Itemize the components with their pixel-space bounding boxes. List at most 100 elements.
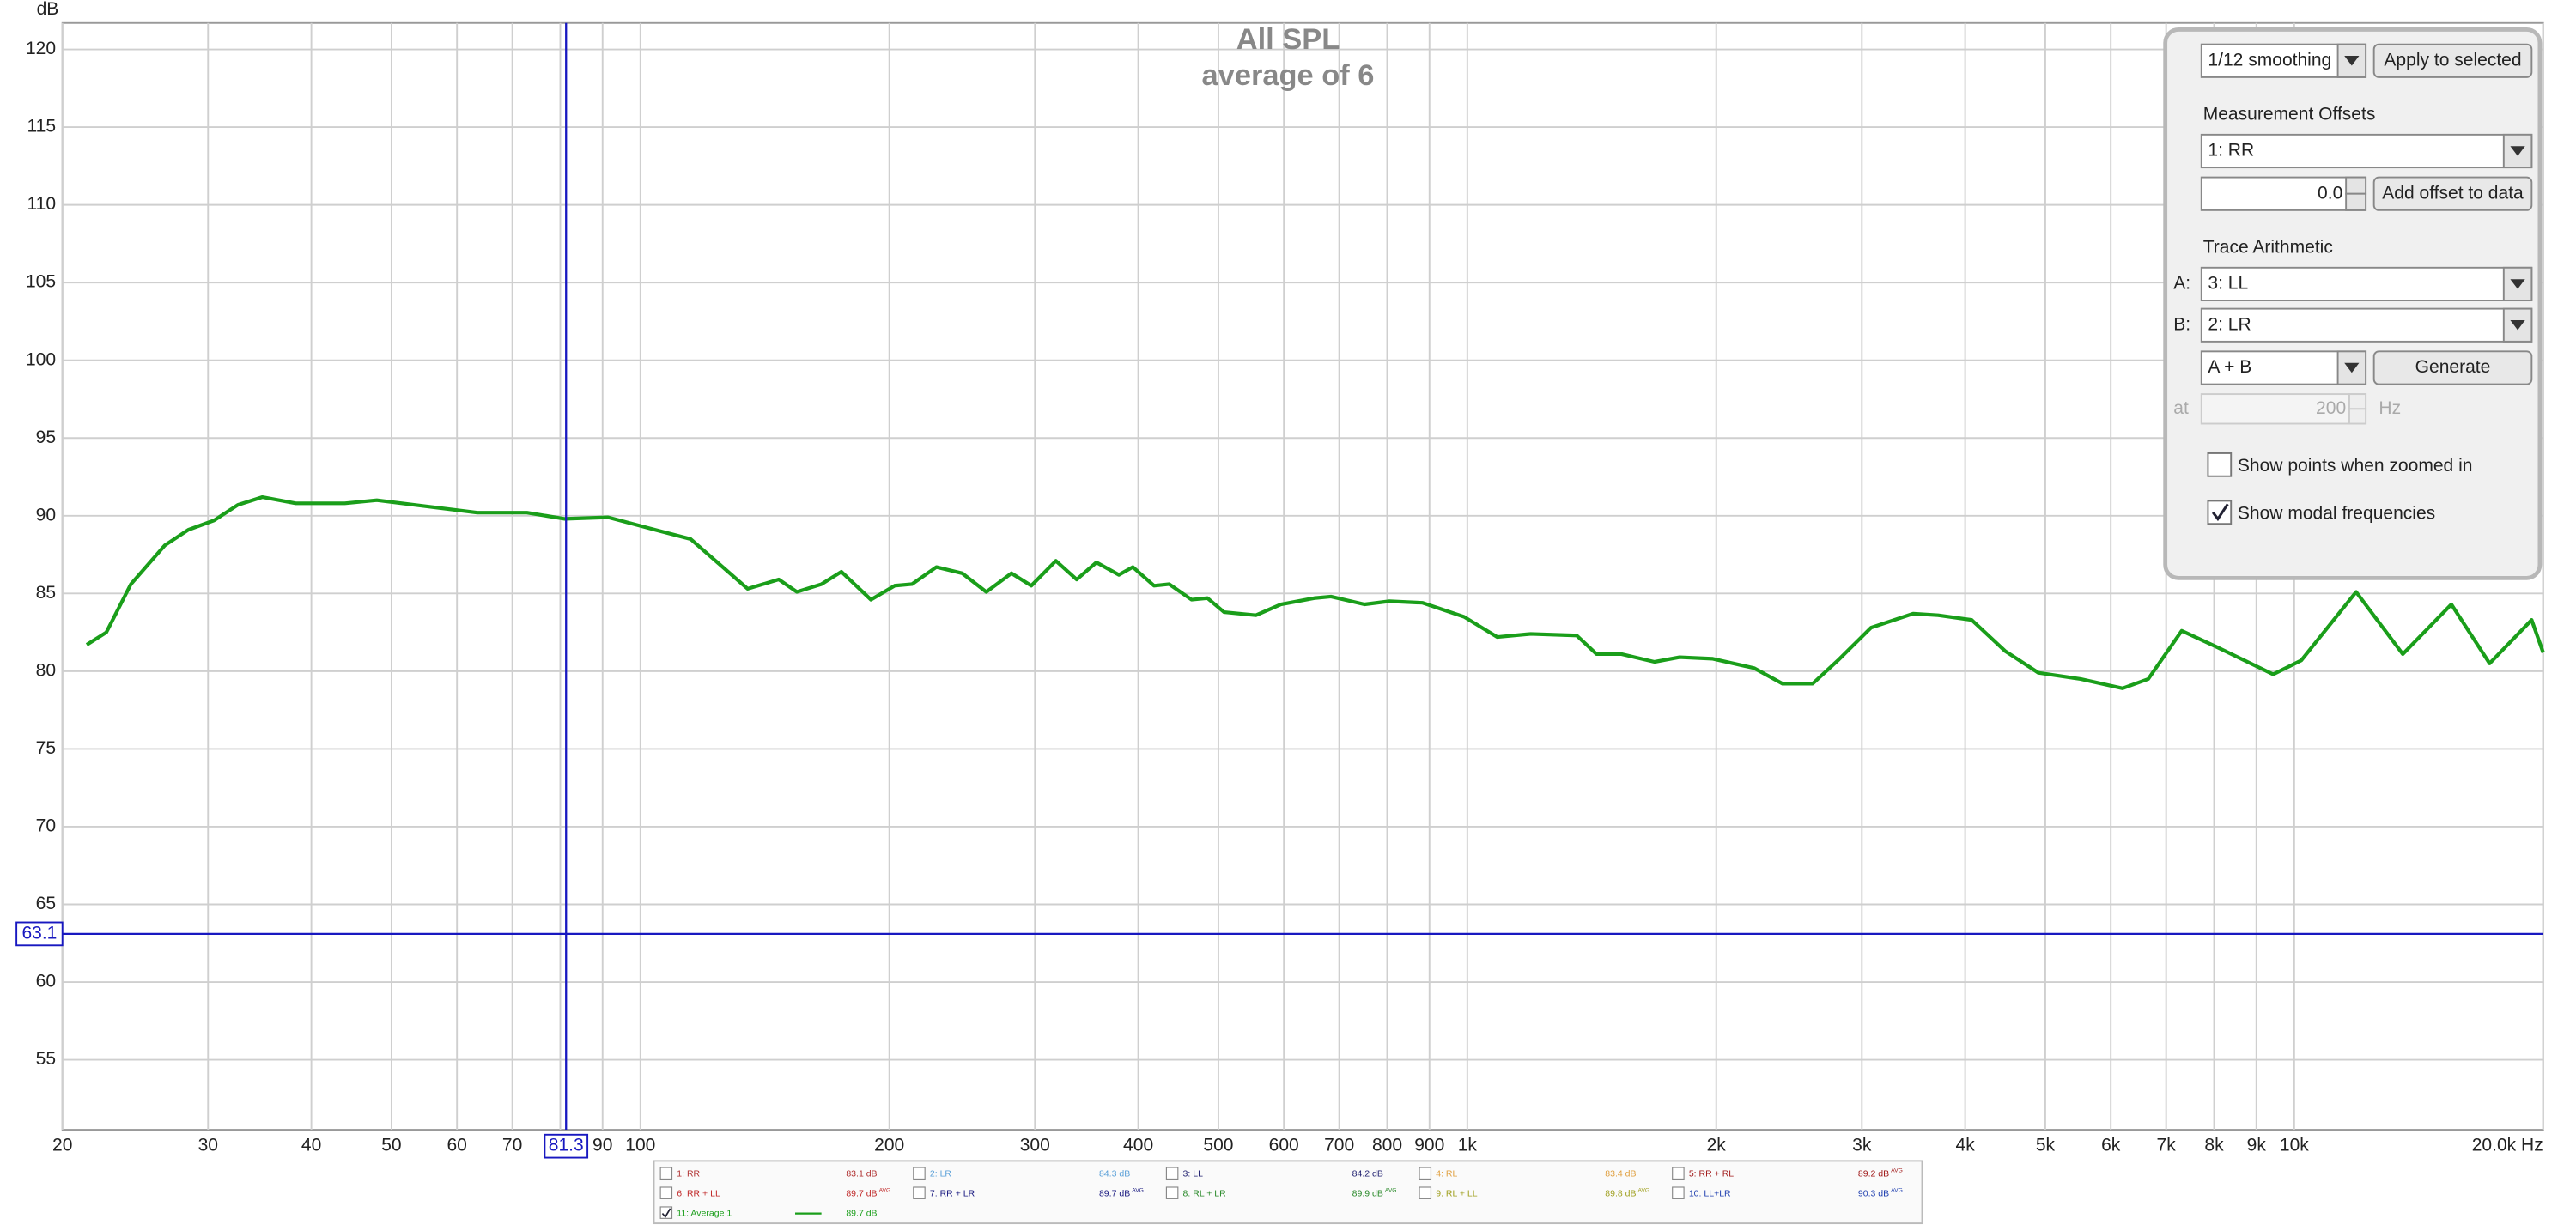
trace-tag: AVG bbox=[1891, 1168, 1903, 1174]
trace-items: 1: RR 83.1 dB 2: LR 84.3 dB 3: LL 84.2 dB 4: R… bbox=[659, 1167, 1903, 1219]
y-tick-label: 120 bbox=[26, 39, 56, 58]
arrow-icon bbox=[2510, 320, 2525, 331]
y-tick-label: 75 bbox=[36, 738, 56, 758]
trace-checkbox[interactable] bbox=[913, 1186, 926, 1199]
trace-name: 10: LL+LR bbox=[1689, 1188, 1731, 1198]
plot-area bbox=[61, 21, 2544, 1131]
trace-name: 5: RR + RL bbox=[1689, 1168, 1734, 1179]
y-tick-label: 55 bbox=[36, 1049, 56, 1069]
trace-name: 11: Average 1 bbox=[677, 1208, 732, 1218]
trace-value: 89.9 dB bbox=[1352, 1188, 1383, 1198]
x-tick-label: 10k bbox=[2280, 1136, 2309, 1155]
show-modal-label: Show modal frequencies bbox=[2238, 503, 2435, 523]
check-mark bbox=[661, 1208, 671, 1218]
generate-button-label: Generate bbox=[2415, 357, 2491, 377]
trace-checkbox[interactable] bbox=[1419, 1167, 1432, 1180]
x-tick-label: 70 bbox=[502, 1136, 522, 1155]
trace-value: 89.7 dB bbox=[1099, 1188, 1130, 1198]
check-mark bbox=[2211, 503, 2229, 522]
a-dropdown[interactable] bbox=[2200, 266, 2533, 302]
trace-value: 83.1 dB bbox=[846, 1168, 877, 1179]
offset-button-label: Add offset to data bbox=[2382, 183, 2524, 203]
trace-tag: AVG bbox=[1638, 1188, 1650, 1194]
x-tick-label: 900 bbox=[1414, 1136, 1444, 1155]
trace-name: 6: RR + LL bbox=[677, 1188, 720, 1198]
trace-tag: AVG bbox=[1132, 1188, 1144, 1194]
trace-name: 8: RL + LR bbox=[1183, 1188, 1227, 1198]
a-value: 3: LL bbox=[2208, 273, 2248, 293]
x-tick-label: 6k bbox=[2101, 1136, 2121, 1155]
offset-measurement-dropdown[interactable] bbox=[2200, 133, 2533, 169]
y-tick-label: 100 bbox=[26, 349, 56, 369]
generate-button[interactable] bbox=[2372, 350, 2533, 385]
a-label: A: bbox=[2173, 273, 2190, 293]
curves bbox=[62, 22, 2545, 1131]
y-tick-label: 95 bbox=[36, 428, 56, 447]
b-label: B: bbox=[2173, 314, 2190, 334]
arrow-icon bbox=[2510, 146, 2525, 156]
y-axis-label: dB bbox=[37, 0, 59, 19]
trace-tag: AVG bbox=[1385, 1188, 1397, 1194]
trace-name: 4: RL bbox=[1436, 1168, 1457, 1179]
operation-value: A + B bbox=[2208, 357, 2251, 377]
x-tick-label: 200 bbox=[874, 1136, 904, 1155]
y-tick-label: 80 bbox=[36, 660, 56, 680]
offset-button[interactable] bbox=[2372, 176, 2533, 211]
checkbox[interactable] bbox=[2207, 452, 2233, 477]
trace-checkbox[interactable] bbox=[1419, 1186, 1432, 1199]
trace-value: 84.3 dB bbox=[1099, 1168, 1130, 1179]
x-tick-label: 60 bbox=[447, 1136, 466, 1155]
chart-subtitle: average of 6 bbox=[1202, 59, 1375, 92]
trace-checkbox[interactable] bbox=[1672, 1167, 1685, 1180]
x-tick-label: 500 bbox=[1203, 1136, 1233, 1155]
trace-checkbox[interactable] bbox=[1165, 1167, 1179, 1180]
trace-checkbox[interactable] bbox=[1165, 1186, 1179, 1199]
arrow-icon bbox=[2344, 56, 2360, 66]
offset-value: 0.0 bbox=[2318, 183, 2342, 203]
trace-name: 3: LL bbox=[1183, 1168, 1204, 1179]
x-tick-label: 20.0k Hz bbox=[2472, 1136, 2543, 1155]
trace-value: 89.2 dB bbox=[1858, 1168, 1889, 1179]
dropdown-arrow[interactable] bbox=[2502, 266, 2533, 302]
apply-button-label: Apply to selected bbox=[2384, 50, 2521, 70]
offsets-heading: Measurement Offsets bbox=[2203, 104, 2376, 124]
y-tick-label: 110 bbox=[27, 194, 57, 214]
x-tick-label: 20 bbox=[52, 1136, 72, 1155]
show-points-label: Show points when zoomed in bbox=[2238, 456, 2473, 476]
x-tick-label: 7k bbox=[2157, 1136, 2177, 1155]
trace-value: 89.8 dB bbox=[1605, 1188, 1636, 1198]
offset-measurement-value: 1: RR bbox=[2208, 141, 2254, 161]
x-tick-label: 50 bbox=[381, 1136, 401, 1155]
x-tick-label: 5k bbox=[2036, 1136, 2056, 1155]
cursor-y-label: 63.1 bbox=[21, 923, 57, 943]
y-tick-label: 70 bbox=[36, 816, 56, 836]
x-tick-label: 4k bbox=[1956, 1136, 1976, 1155]
at-label: at bbox=[2173, 398, 2189, 418]
y-tick-label: 60 bbox=[36, 972, 56, 992]
trace-tag: AVG bbox=[879, 1188, 891, 1194]
x-tick-label: 700 bbox=[1324, 1136, 1354, 1155]
trace-checkbox[interactable] bbox=[913, 1167, 926, 1180]
spin-up[interactable] bbox=[2345, 176, 2367, 195]
x-tick-label: 30 bbox=[198, 1136, 218, 1155]
x-tick-label: 40 bbox=[301, 1136, 321, 1155]
x-tick-label: 800 bbox=[1372, 1136, 1402, 1155]
trace-name: 7: RR + LR bbox=[930, 1188, 975, 1198]
trace-checkbox[interactable] bbox=[659, 1186, 673, 1199]
at-unit: Hz bbox=[2379, 398, 2401, 418]
y-tick-label: 85 bbox=[36, 583, 56, 603]
trace-checkbox[interactable] bbox=[659, 1167, 673, 1180]
control-panel: 1/12 smoothing Apply to selected Measure… bbox=[2163, 27, 2543, 580]
b-dropdown[interactable] bbox=[2200, 307, 2533, 343]
x-tick-label: 600 bbox=[1269, 1136, 1299, 1155]
spin-down[interactable] bbox=[2345, 192, 2367, 211]
apply-button[interactable] bbox=[2372, 43, 2533, 78]
arrow-icon bbox=[2344, 362, 2360, 373]
x-tick-label: 90 bbox=[592, 1136, 612, 1155]
arrow-icon bbox=[2510, 279, 2525, 289]
trace-checkbox[interactable] bbox=[1672, 1186, 1685, 1199]
x-tick-label: 9k bbox=[2247, 1136, 2267, 1155]
chart-title: All SPL bbox=[1236, 23, 1340, 56]
trace-name: 1: RR bbox=[677, 1168, 700, 1179]
